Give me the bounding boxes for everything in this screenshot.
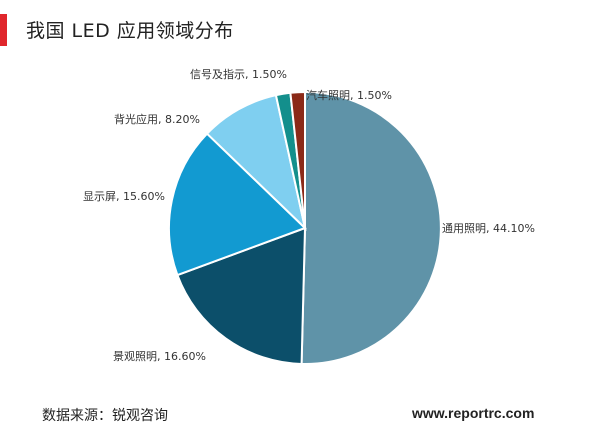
pie-slice (289, 90, 306, 229)
slice-label: 信号及指示, 1.50% (190, 67, 287, 81)
slice-label: 背光应用, 8.20% (114, 112, 200, 126)
pie-slice (300, 90, 442, 365)
pie-slice (176, 226, 307, 365)
data-source: 数据来源：锐观咨询 (42, 408, 168, 424)
slice-label: 显示屏, 15.60% (83, 190, 165, 203)
slice-label: 汽车照明, 1.50% (306, 88, 392, 102)
chart-title: 我国 LED 应用领域分布 (26, 20, 234, 42)
pie-slice (168, 132, 307, 277)
website-url: www.reportrc.com (412, 405, 535, 421)
pie-slice (205, 93, 307, 232)
slice-label: 通用照明, 44.10% (442, 222, 535, 235)
title-accent-bar (0, 14, 7, 46)
slice-label: 景观照明, 16.60% (113, 350, 206, 363)
